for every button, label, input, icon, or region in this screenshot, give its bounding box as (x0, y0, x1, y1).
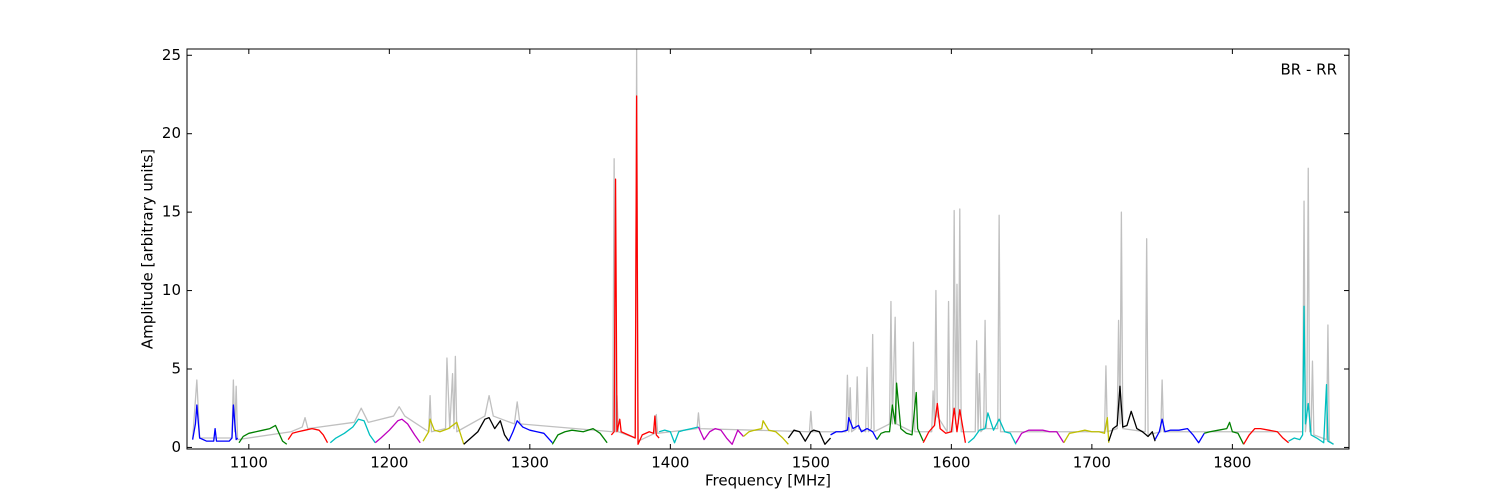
x-tick-label: 1700 (1073, 454, 1111, 472)
x-tick-label: 1300 (511, 454, 549, 472)
y-tick-label: 20 (162, 124, 181, 142)
y-axis-label: Amplitude [arbitrary units] (139, 149, 157, 349)
spectrum-line (1204, 421, 1245, 445)
x-axis-label: Frequency [MHz] (705, 472, 831, 490)
y-tick-label: 0 (171, 438, 181, 456)
x-tick-label: 1200 (370, 454, 408, 472)
spectrum-line (238, 424, 288, 445)
plot-area (187, 49, 1349, 449)
spectrum-line (922, 402, 967, 444)
spectrum-line (287, 427, 329, 444)
spectrum-line (876, 382, 924, 442)
spectrum-line (1288, 305, 1334, 445)
y-tick-label: 15 (162, 203, 181, 221)
spectrum-line (658, 426, 699, 444)
spectrum-line (374, 418, 421, 444)
y-tick-label: 25 (162, 46, 181, 64)
spectrum-line (508, 420, 553, 444)
spectrum-line (787, 429, 832, 445)
x-tick-label: 1600 (932, 454, 970, 472)
spectrum-line (967, 412, 1017, 445)
x-tick-label: 1500 (792, 454, 830, 472)
spectrum-line (191, 404, 239, 442)
spectrum-line (697, 426, 744, 445)
spectrum-line (1243, 427, 1289, 445)
spectrum-line (742, 420, 789, 445)
spectrum-line (1063, 416, 1110, 444)
spectrum-line (610, 95, 660, 445)
spectrum-line (551, 427, 608, 445)
spectrum-line (422, 418, 465, 445)
plot-frame (186, 48, 1350, 450)
x-tick-label: 1400 (651, 454, 689, 472)
y-tick-label: 10 (162, 281, 181, 299)
spectrum-line (1015, 429, 1065, 444)
x-tick-label: 1800 (1213, 454, 1251, 472)
y-tick-label: 5 (171, 360, 181, 378)
spectrum-line (463, 416, 510, 445)
spectrum-line (1108, 385, 1156, 442)
spectrum-line (830, 416, 878, 440)
annotation: BR - RR (1280, 61, 1337, 79)
x-tick-label: 1100 (230, 454, 268, 472)
spectrum-line (329, 418, 376, 444)
spectrum-line (1154, 418, 1205, 444)
